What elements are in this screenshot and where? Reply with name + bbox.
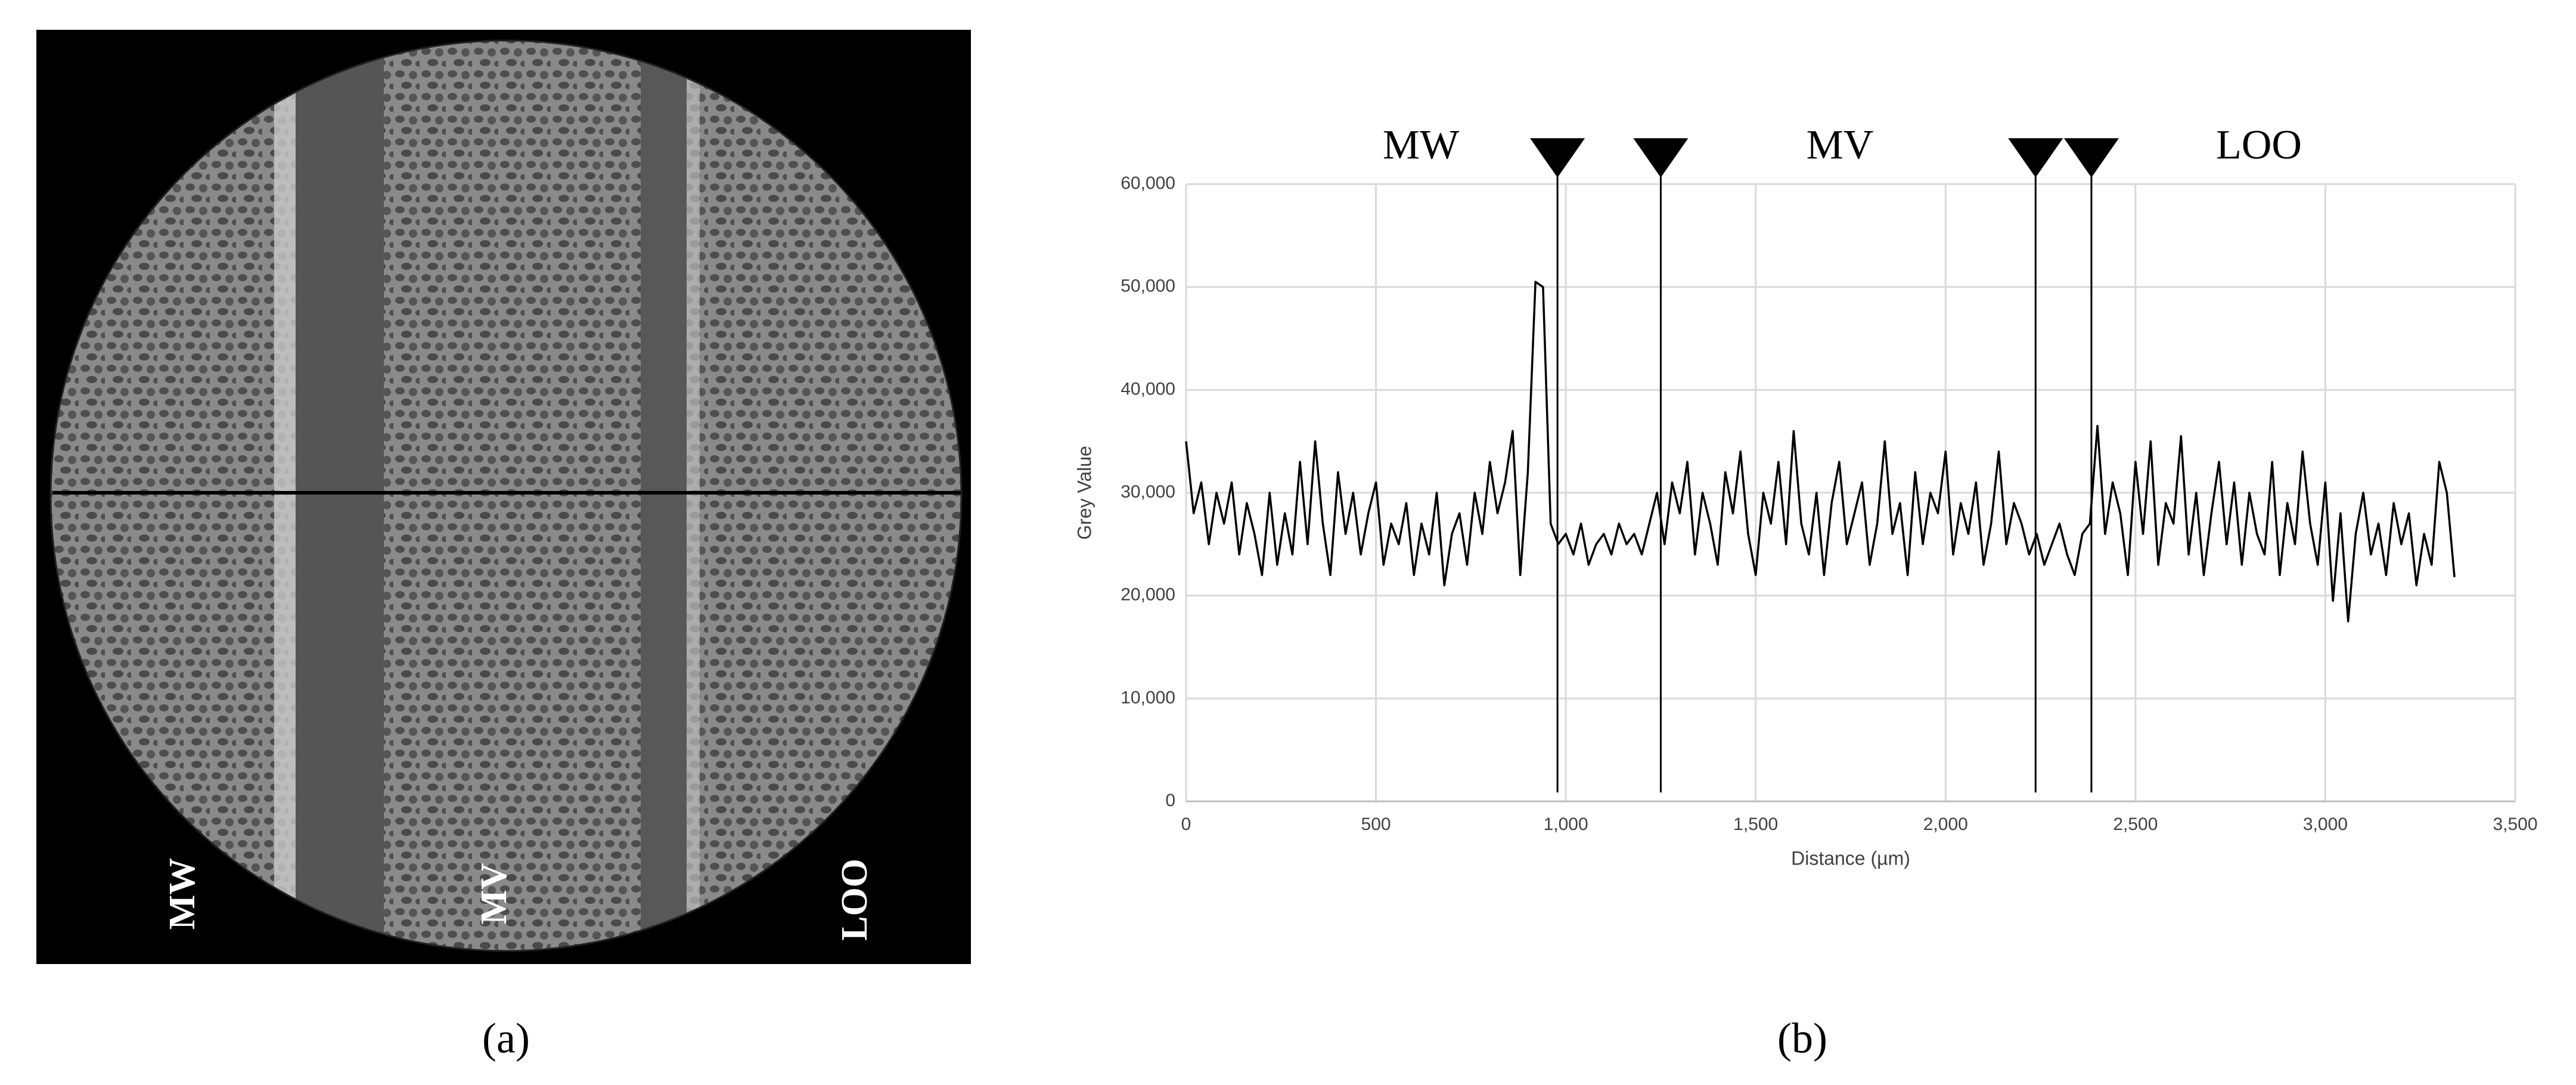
bright-edge — [687, 41, 700, 951]
disc-outline — [49, 39, 963, 952]
caption: (a) — [482, 1015, 530, 1062]
x-axis-title: Distance (µm) — [1791, 847, 1910, 869]
y-tick-label: 50,000 — [1121, 276, 1175, 296]
region-label: MV — [474, 863, 514, 925]
x-tick-label: 3,000 — [2303, 814, 2348, 834]
dark-band — [641, 41, 687, 951]
micrograph: MW MV LOO — [36, 30, 971, 964]
region-label: MW — [162, 858, 203, 930]
data-line — [1185, 281, 2456, 623]
x-tick-label: 3,500 — [2493, 814, 2537, 834]
y-tick-label: 30,000 — [1121, 482, 1175, 502]
region-annotation: LOO — [2216, 122, 2302, 168]
x-tick-label: 1,500 — [1733, 814, 1778, 834]
marker-triangle — [2063, 138, 2119, 178]
marker-triangle — [1530, 138, 1585, 178]
tissue — [51, 41, 961, 951]
x-tick-label: 500 — [1361, 814, 1391, 834]
region-annotation: MW — [1383, 122, 1459, 168]
y-tick-label: 40,000 — [1121, 379, 1175, 399]
x-tick-label: 0 — [1181, 814, 1191, 834]
x-tick-label: 2,500 — [2113, 814, 2158, 834]
x-tick-label: 1,000 — [1544, 814, 1588, 834]
marker-triangle — [2008, 138, 2063, 178]
x-tick-label: 2,000 — [1923, 814, 1968, 834]
y-tick-label: 10,000 — [1121, 688, 1175, 707]
y-axis-title: Grey Value — [1073, 446, 1095, 540]
y-tick-label: 20,000 — [1121, 585, 1175, 605]
caption: (b) — [1777, 1015, 1827, 1062]
marker-triangle — [1633, 138, 1689, 178]
y-tick-label: 60,000 — [1121, 173, 1175, 193]
y-tick-label: 0 — [1165, 791, 1175, 810]
region-annotation: MV — [1807, 122, 1874, 168]
dark-band — [296, 41, 384, 951]
region-label: LOO — [834, 859, 875, 941]
bright-edge — [274, 41, 298, 951]
